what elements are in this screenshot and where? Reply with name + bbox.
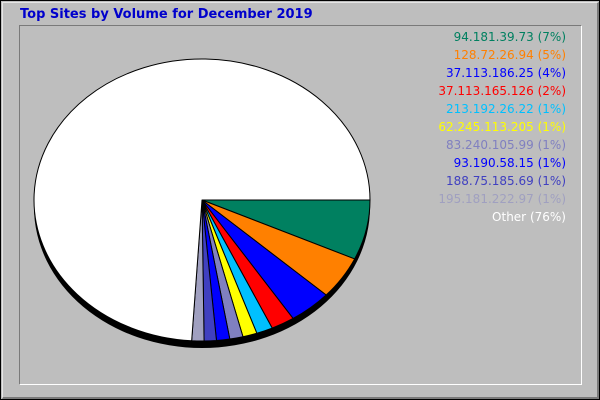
legend-percent: (4%)	[537, 66, 566, 80]
legend-item: 213.192.26.22 (1%)	[446, 102, 566, 116]
legend-percent: (1%)	[537, 156, 566, 170]
legend-label: 188.75.185.69	[445, 174, 534, 188]
legend-percent: (1%)	[537, 174, 566, 188]
legend-percent: (1%)	[537, 102, 566, 116]
legend-label: 94.181.39.73	[453, 30, 534, 44]
legend-label: 37.113.165.126	[438, 84, 534, 98]
legend-label: 213.192.26.22	[445, 102, 534, 116]
legend-label: 93.190.58.15	[453, 156, 534, 170]
plot-area	[19, 25, 582, 385]
legend-item: 93.190.58.15 (1%)	[454, 156, 566, 170]
legend-item: 62.245.113.205 (1%)	[438, 120, 566, 134]
legend-percent: (1%)	[537, 120, 566, 134]
legend-label: 83.240.105.99	[445, 138, 534, 152]
pie-slice-11	[33, 58, 371, 342]
legend-label: Other	[492, 210, 527, 224]
legend-label: 37.113.186.25	[445, 66, 534, 80]
legend-item: Other (76%)	[492, 210, 566, 224]
legend-item: 94.181.39.73 (7%)	[454, 30, 566, 44]
legend-item: 128.72.26.94 (5%)	[454, 48, 566, 62]
legend-item: 195.181.222.97 (1%)	[438, 192, 566, 206]
legend-percent: (76%)	[529, 210, 566, 224]
legend-percent: (2%)	[537, 84, 566, 98]
legend-item: 37.113.186.25 (4%)	[446, 66, 566, 80]
legend-percent: (1%)	[537, 192, 566, 206]
legend-item: 83.240.105.99 (1%)	[446, 138, 566, 152]
legend-percent: (5%)	[537, 48, 566, 62]
legend-item: 188.75.185.69 (1%)	[446, 174, 566, 188]
legend-label: 195.181.222.97	[438, 192, 534, 206]
legend-percent: (1%)	[537, 138, 566, 152]
legend-label: 128.72.26.94	[453, 48, 534, 62]
chart-title: Top Sites by Volume for December 2019	[20, 7, 313, 22]
legend-percent: (7%)	[537, 30, 566, 44]
legend-label: 62.245.113.205	[438, 120, 534, 134]
legend-item: 37.113.165.126 (2%)	[438, 84, 566, 98]
